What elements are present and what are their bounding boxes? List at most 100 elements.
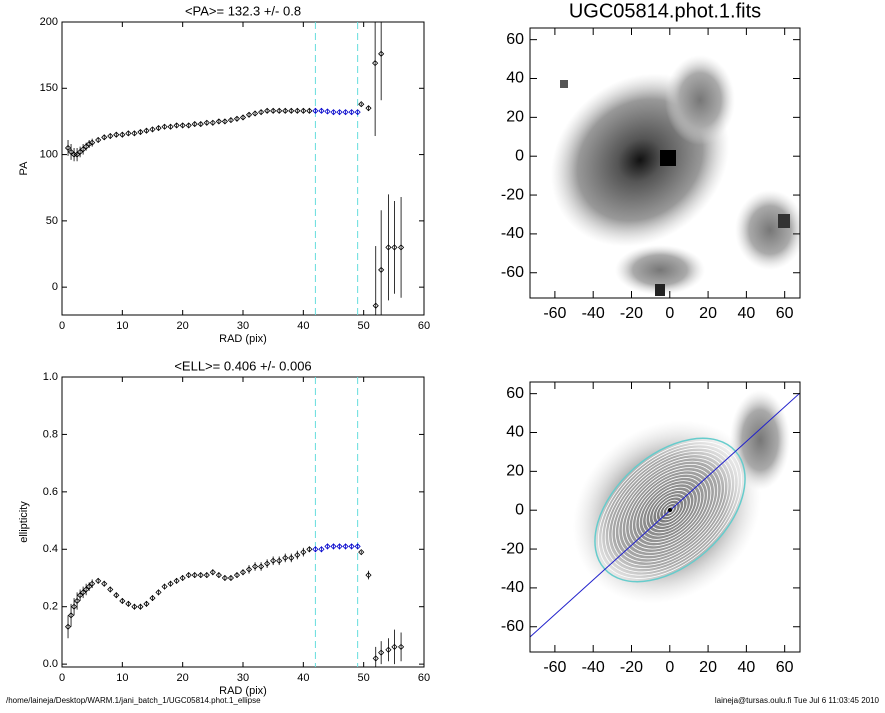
data-point [398,244,405,251]
data-point [209,119,216,126]
x-tick-label: 0 [665,305,674,322]
y-tick-label: -60 [501,618,524,635]
x-tick-label: 40 [297,672,309,684]
data-point [173,577,180,584]
data-point [191,572,198,579]
data-point [74,597,81,605]
data-point [372,655,379,662]
data-point [239,569,247,576]
data-point [77,592,84,599]
data-point [282,554,289,561]
y-tick-label: 0 [515,501,524,518]
data-point [227,574,234,582]
x-tick-label: -20 [620,659,643,676]
y-tick-label: -40 [501,225,524,242]
data-point [107,586,114,593]
data-point [67,612,75,619]
data-point [101,134,108,141]
data-point [270,557,277,564]
data-point [348,543,355,550]
y-tick-label: -20 [501,186,524,203]
data-point [113,592,120,599]
data-point [119,597,126,605]
data-point [330,109,337,116]
data-point [221,574,228,582]
data-point [354,543,361,550]
x-tick-label: 30 [237,672,249,684]
data-point [300,549,307,556]
y-axis-label: ellipticity [18,501,30,543]
data-point [233,115,241,122]
y-tick-label: 0.0 [43,658,58,670]
y-tick-label: 40 [506,70,524,87]
chart-title: UGC05814.phot.1.fits [569,0,761,22]
data-point [179,574,186,582]
data-point [264,107,271,114]
data-point [330,543,337,550]
data-point [179,122,186,129]
data-point [324,543,331,550]
data-point [258,109,265,116]
data-point [365,105,372,112]
data-point [215,572,222,579]
data-point [113,131,120,138]
data-point [282,107,289,114]
data-point [378,649,385,656]
y-tick-label: 150 [40,82,58,94]
data-point [89,580,96,587]
x-tick-label: -20 [620,305,643,322]
data-point [221,118,228,125]
data-point [137,603,144,610]
plot-frame [61,376,425,668]
y-tick-label: 0.6 [43,486,58,498]
data-point [372,60,379,67]
data-point [239,114,247,121]
data-point [270,107,277,114]
data-point [385,646,392,653]
data-point [185,122,192,129]
data-point [191,121,198,128]
x-tick-label: 10 [116,320,128,332]
y-tick-label: 0.2 [43,601,58,613]
y-tick-label: 0 [52,281,58,293]
y-tick-label: 50 [46,215,58,227]
data-point [288,107,295,114]
data-point [167,580,174,587]
x-tick-label: 10 [116,672,128,684]
y-axis-label: PA [18,161,30,176]
data-point [74,151,81,158]
data-point [155,589,162,596]
y-tick-label: 200 [40,16,58,28]
data-point [197,121,204,128]
data-point [342,543,349,550]
x-tick-label: 50 [358,320,370,332]
data-point [143,127,150,134]
data-point [67,148,75,155]
x-axis-label: RAD (pix) [219,333,267,345]
data-point [80,146,87,153]
x-tick-label: -40 [582,305,605,322]
y-tick-label: -60 [501,264,524,281]
y-tick-label: 100 [40,148,58,160]
x-tick-label: 20 [177,672,189,684]
x-tick-label: 0 [59,320,65,332]
data-point [101,580,108,587]
y-tick-label: 1.0 [43,371,58,383]
data-point [342,109,349,116]
data-point [258,563,265,570]
data-point [149,595,156,602]
data-point [365,572,372,579]
data-point [318,546,325,553]
data-point [95,136,102,144]
x-tick-label: 30 [237,320,249,332]
data-point [318,107,325,114]
data-point [348,109,355,116]
y-tick-label: 0.4 [43,543,58,555]
data-point [385,244,392,251]
data-point [173,122,180,129]
data-point [264,560,271,567]
data-point [185,572,192,579]
data-point [252,110,259,117]
data-point [215,118,222,125]
